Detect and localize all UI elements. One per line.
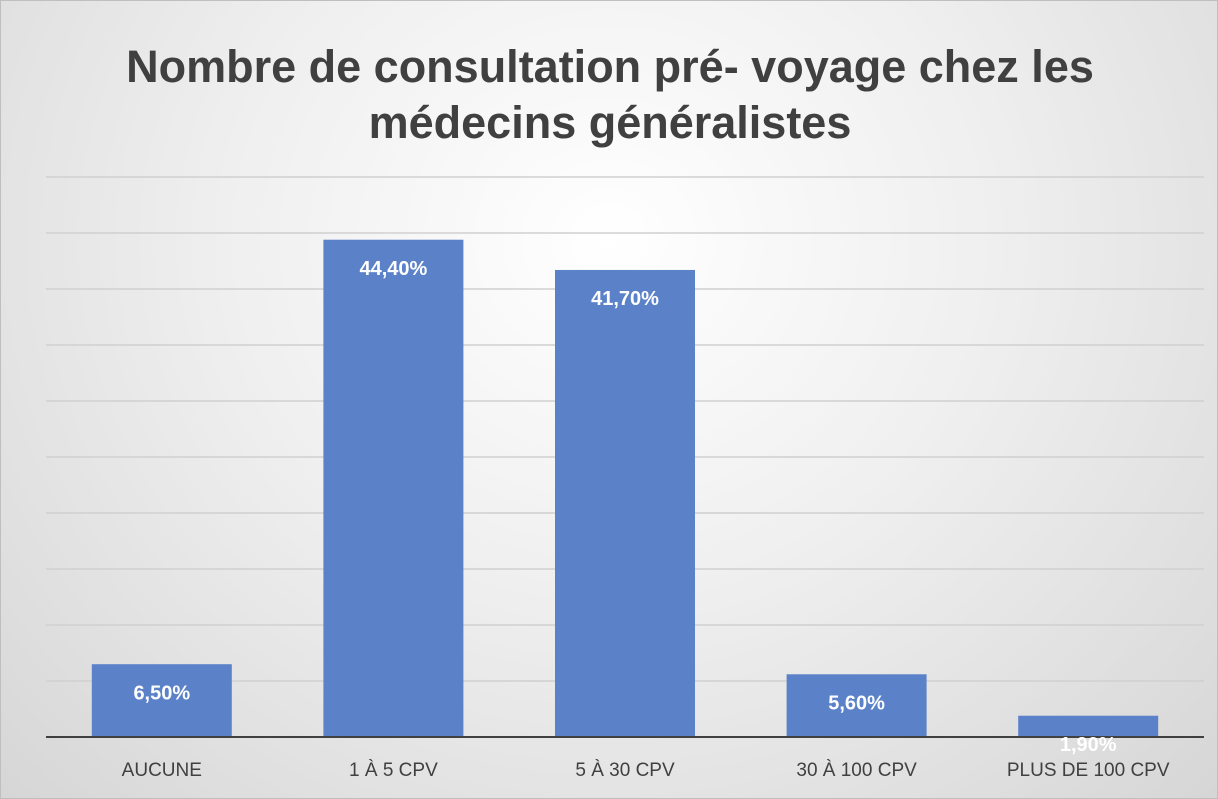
data-label: 1,90% bbox=[1060, 734, 1117, 756]
x-tick-label: PLUS DE 100 CPV bbox=[1007, 760, 1170, 781]
x-tick-label: 1 À 5 CPV bbox=[349, 760, 438, 781]
data-label: 6,50% bbox=[133, 682, 190, 704]
bar bbox=[323, 239, 464, 737]
chart-title: Nombre de consultation pré- voyage chez … bbox=[126, 41, 1094, 148]
x-tick-label: 30 À 100 CPV bbox=[796, 760, 917, 781]
bar bbox=[91, 664, 232, 737]
x-tick-label: AUCUNE bbox=[122, 760, 202, 781]
bar bbox=[786, 674, 927, 737]
x-tick-label: 5 À 30 CPV bbox=[575, 760, 675, 781]
data-label: 41,70% bbox=[591, 288, 659, 310]
data-label: 5,60% bbox=[828, 693, 885, 715]
data-label: 44,40% bbox=[359, 258, 427, 280]
bar bbox=[1018, 715, 1159, 737]
bar bbox=[555, 269, 695, 737]
